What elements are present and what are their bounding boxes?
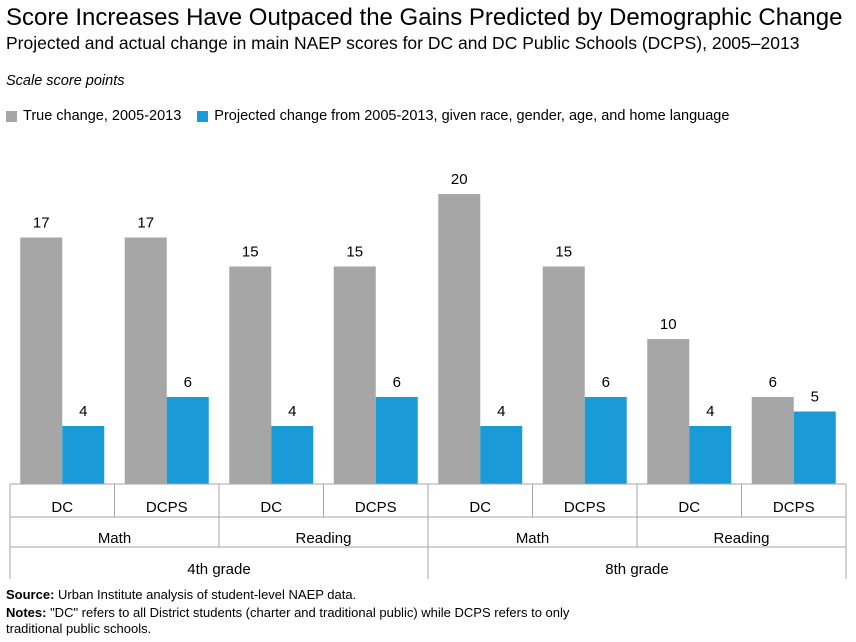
bar-true-change-1 [20,237,63,484]
bar-projected-change-7 [689,426,732,484]
bar-true-change-7 [647,339,690,484]
tick-label-dc-1: DC [51,499,73,516]
data-label-true-change-3: 15 [242,244,259,261]
bar-projected-change-2 [166,397,209,484]
bar-projected-change-3 [271,426,314,484]
bar-projected-change-4 [375,397,418,484]
legend-swatch-true-change [6,110,17,122]
legend: True change, 2005-2013 Projected change … [6,108,745,124]
source-note: Source: Urban Institute analysis of stud… [6,587,356,603]
bar-projected-change-6 [584,397,627,484]
data-label-projected-change-3: 4 [288,403,296,420]
legend-item-true-change: True change, 2005-2013 [6,108,181,124]
bar-projected-change-5 [480,426,523,484]
tick-label-dc-7: DC [678,499,700,516]
data-label-true-change-6: 15 [555,244,572,261]
data-label-true-change-8: 6 [769,374,777,391]
tick-label-dc-5: DC [469,499,491,516]
data-label-projected-change-5: 4 [497,403,505,420]
legend-label-true-change: True change, 2005-2013 [23,108,182,124]
bar-projected-change-8 [793,411,836,484]
data-label-projected-change-2: 6 [184,374,192,391]
data-label-true-change-7: 10 [660,316,677,333]
legend-swatch-projected-change [197,110,209,122]
tick-label-dcps-4: DCPS [355,499,397,516]
legend-label-projected-change: Projected change from 2005-2013, given r… [214,108,730,124]
data-label-projected-change-7: 4 [706,403,714,420]
subject-label-math-1: Math [98,530,131,547]
grade-label-8th-grade: 8th grade [605,561,668,578]
data-label-true-change-2: 17 [137,215,154,232]
bar-true-change-5 [438,194,481,484]
notes-label: Notes: [6,605,47,620]
data-label-projected-change-1: 4 [79,403,87,420]
bar-true-change-8 [751,397,794,484]
grade-label-4th-grade: 4th grade [187,561,250,578]
y-axis-label: Scale score points [6,73,125,89]
bar-true-change-6 [542,266,585,484]
bar-chart: 17 4 17 6 15 4 15 6 20 4 15 6 10 4 6 5 DC DCPS DC DCPS DC DCP… [9,171,847,579]
notes-text: "DC" refers to all District students (ch… [6,605,570,636]
data-label-projected-change-8: 5 [811,389,819,406]
tick-label-dcps-6: DCPS [564,499,606,516]
legend-item-projected-change: Projected change from 2005-2013, given r… [197,108,729,124]
source-label: Source: [6,587,55,602]
bar-projected-change-1 [62,426,105,484]
notes: Notes: "DC" refers to all District stude… [6,605,616,637]
chart-title: Score Increases Have Outpaced the Gains … [6,4,843,31]
source-text: Urban Institute analysis of student-leve… [54,587,357,602]
data-label-true-change-5: 20 [451,171,468,188]
subject-label-reading-4: Reading [714,530,770,547]
tick-label-dcps-2: DCPS [146,499,188,516]
data-label-true-change-1: 17 [33,215,50,232]
subject-label-math-3: Math [516,530,549,547]
data-label-projected-change-6: 6 [602,374,610,391]
tick-label-dc-3: DC [260,499,282,516]
bar-true-change-2 [124,237,167,484]
tick-label-dcps-8: DCPS [773,499,815,516]
bar-true-change-4 [333,266,376,484]
subject-label-reading-2: Reading [296,530,352,547]
bar-true-change-3 [229,266,272,484]
data-label-true-change-4: 15 [346,244,363,261]
data-label-projected-change-4: 6 [393,374,401,391]
chart-subtitle: Projected and actual change in main NAEP… [6,33,800,53]
